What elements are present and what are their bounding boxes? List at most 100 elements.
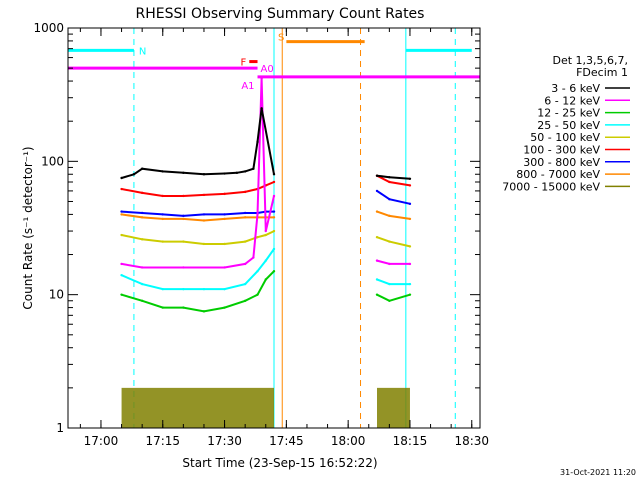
plot-area: N S F A0 A1 <box>67 28 480 428</box>
y-tick-label: 1000 <box>33 21 64 35</box>
status-bar-label: N <box>139 46 146 57</box>
series-point-12-25 <box>140 299 144 302</box>
series-point-50-100 <box>256 235 259 239</box>
series-line-800-7000 <box>121 213 274 222</box>
x-tick-label: 17:30 <box>207 434 242 448</box>
footer-timestamp: 31-Oct-2021 11:20 <box>560 468 636 477</box>
legend-label: 100 - 300 keV <box>523 144 600 157</box>
series-point-25-50 <box>243 282 247 286</box>
series-point-3-6 <box>388 176 391 179</box>
series-point-6-12 <box>388 262 391 266</box>
status-bar-label: S <box>278 33 284 44</box>
series-point-3-6 <box>120 176 123 180</box>
series-point-50-100 <box>202 242 206 246</box>
series-point-25-50 <box>182 287 185 291</box>
series-point-25-50 <box>202 287 206 291</box>
series-point-6-12 <box>260 77 263 80</box>
legend-label: 800 - 7000 keV <box>516 168 600 181</box>
series-point-50-100 <box>243 240 247 243</box>
series-point-800-7000 <box>408 217 412 221</box>
series-point-3-6 <box>375 174 379 177</box>
series-point-6-12 <box>140 266 144 269</box>
legend-label: 3 - 6 keV <box>551 82 600 95</box>
series-point-300-800 <box>388 197 391 201</box>
series-point-12-25 <box>223 306 226 309</box>
series-block-7000-15000 <box>121 387 274 428</box>
series-point-3-6 <box>252 167 255 170</box>
series-point-800-7000 <box>272 216 276 219</box>
series-line-6-12 <box>121 78 275 269</box>
axes: 17:00 17:15 17:30 17:45 18:00 18:15 18:30 1 10 10… <box>33 21 489 448</box>
legend-label: 6 - 12 keV <box>544 94 600 107</box>
series-point-3-6 <box>132 173 136 176</box>
x-tick-label: 17:00 <box>84 434 119 448</box>
series-point-6-12 <box>223 266 226 269</box>
series-point-6-12 <box>256 213 259 216</box>
series-block-7000-15000 <box>377 387 410 428</box>
legend-label: 7000 - 15000 keV <box>502 180 600 193</box>
series-line-25-50 <box>121 248 275 291</box>
series-point-12-25 <box>120 293 123 296</box>
series-point-300-800 <box>375 189 379 193</box>
series-point-800-7000 <box>223 217 226 221</box>
series-point-100-300 <box>140 191 144 195</box>
series-point-25-50 <box>120 273 123 277</box>
series-point-12-25 <box>202 310 206 313</box>
legend-label: 12 - 25 keV <box>537 107 600 120</box>
y-tick-label: 1 <box>56 421 64 435</box>
series-point-25-50 <box>375 278 379 281</box>
series-point-300-800 <box>161 213 164 216</box>
series-point-50-100 <box>264 233 267 237</box>
x-axis-label: Start Time (23-Sep-15 16:52:22) <box>182 456 377 470</box>
series-point-800-7000 <box>182 217 185 221</box>
y-tick-label: 10 <box>49 288 64 302</box>
series-point-6-12 <box>182 266 185 269</box>
series-point-50-100 <box>182 240 185 243</box>
series-point-100-300 <box>182 194 185 198</box>
series-point-50-100 <box>161 240 164 243</box>
series-point-800-7000 <box>388 214 391 218</box>
status-bar-label: F <box>241 58 247 69</box>
series-point-100-300 <box>388 180 391 184</box>
series-point-800-7000 <box>375 210 379 213</box>
series-point-12-25 <box>408 293 412 296</box>
x-tick-label: 17:15 <box>145 434 180 448</box>
series-point-12-25 <box>375 293 379 296</box>
series-point-100-300 <box>243 190 247 194</box>
series-point-300-800 <box>243 211 247 215</box>
status-bar-label: A1 <box>241 81 254 92</box>
series-point-50-100 <box>375 235 379 239</box>
series-point-100-300 <box>161 194 164 198</box>
series-point-50-100 <box>388 240 391 243</box>
series-point-300-800 <box>408 202 412 206</box>
plot-frame <box>67 27 481 429</box>
series-point-3-6 <box>243 170 247 173</box>
series-point-3-6 <box>182 171 185 175</box>
x-tick-label: 17:45 <box>269 434 304 448</box>
series-point-6-12 <box>243 262 247 266</box>
series-point-300-800 <box>223 213 226 216</box>
series-point-3-6 <box>272 173 276 176</box>
series-point-12-25 <box>243 299 247 302</box>
series-point-25-50 <box>264 259 267 262</box>
series-point-3-6 <box>202 173 206 176</box>
series-point-50-100 <box>272 229 276 233</box>
series-point-50-100 <box>223 242 226 246</box>
x-tick-label: 18:00 <box>331 434 366 448</box>
series-point-800-7000 <box>243 216 247 219</box>
series-point-100-300 <box>120 187 123 191</box>
series-point-300-800 <box>120 210 123 213</box>
series-point-25-50 <box>272 247 276 251</box>
series-point-300-800 <box>202 213 206 216</box>
x-tick-label: 18:15 <box>393 434 428 448</box>
series-point-12-25 <box>264 278 267 281</box>
series-point-25-50 <box>140 282 144 286</box>
series-point-800-7000 <box>202 219 206 222</box>
series-point-12-25 <box>272 269 276 273</box>
series-point-25-50 <box>408 282 412 286</box>
series-point-100-300 <box>272 180 276 184</box>
series-line-300-800 <box>121 210 274 217</box>
y-axis-label: Count Rate (s⁻¹ detector⁻¹) <box>21 146 35 309</box>
series-point-800-7000 <box>161 217 164 221</box>
series-point-3-6 <box>408 177 412 180</box>
